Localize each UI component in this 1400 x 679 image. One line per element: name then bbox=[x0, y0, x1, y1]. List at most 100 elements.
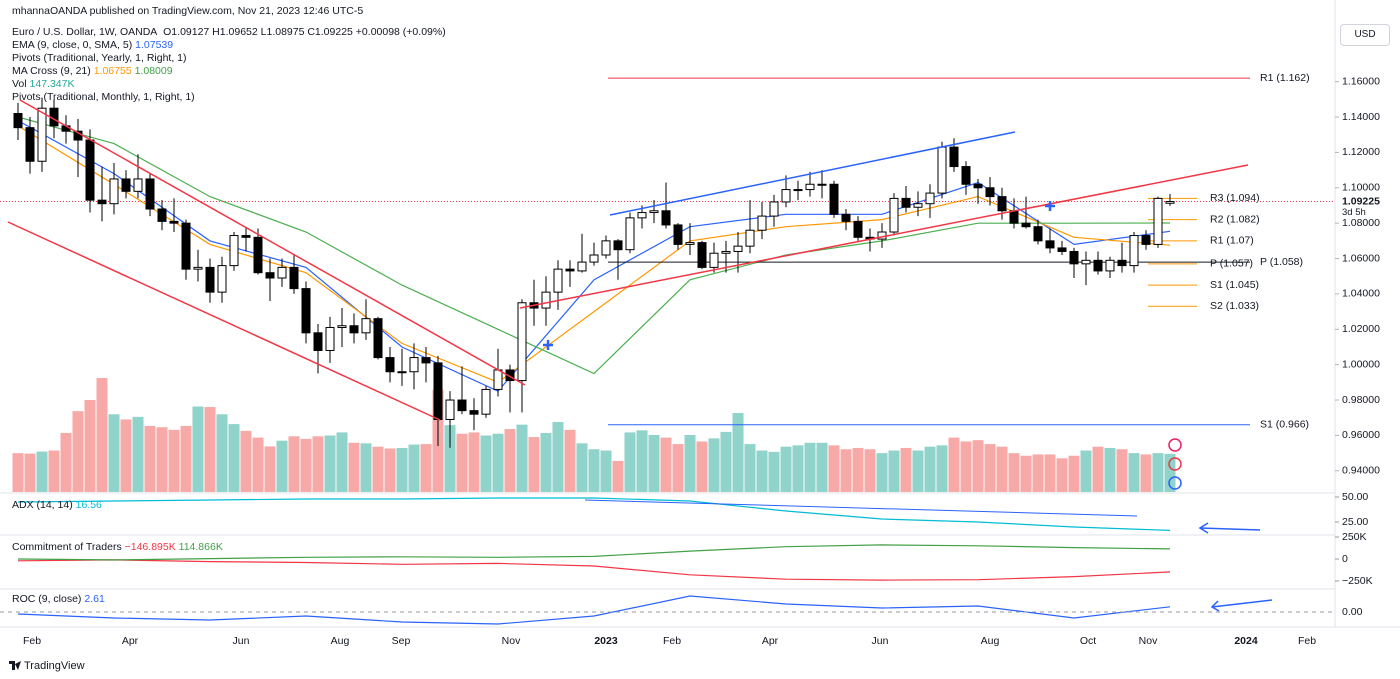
candle-body bbox=[997, 196, 1007, 212]
x-tick-label: Sep bbox=[392, 635, 411, 647]
moving-average bbox=[17, 116, 1171, 375]
volume-bar bbox=[852, 447, 864, 492]
volume-bar bbox=[60, 432, 72, 492]
volume-bar bbox=[696, 441, 708, 492]
volume-bar bbox=[156, 427, 168, 492]
y-tick-label: 1.00000 bbox=[1342, 358, 1380, 370]
candle-body bbox=[829, 183, 839, 215]
legend-row: EMA (9, close, 0, SMA, 5) 1.07539 bbox=[12, 39, 173, 52]
candle-body bbox=[601, 240, 611, 256]
event-icon[interactable] bbox=[1168, 457, 1182, 471]
candle-body bbox=[1069, 250, 1079, 265]
candle-body bbox=[277, 266, 287, 279]
volume-bar bbox=[828, 445, 840, 492]
candle-body bbox=[505, 369, 515, 382]
volume-bar bbox=[672, 444, 684, 492]
candle-body bbox=[457, 399, 467, 412]
volume-bar bbox=[1092, 446, 1104, 492]
candle-body bbox=[553, 268, 563, 293]
adx-line bbox=[17, 497, 1171, 531]
volume-bar bbox=[300, 438, 312, 492]
volume-bar bbox=[360, 443, 372, 492]
candle-body bbox=[769, 201, 779, 217]
x-tick-label: Apr bbox=[122, 635, 139, 647]
candle-body bbox=[1165, 200, 1175, 204]
cot-line bbox=[17, 559, 1171, 581]
axis-layer: 1.16000 1.14000 1.12000 1.10000 1.08000 1.060… bbox=[0, 75, 1380, 647]
candle-body bbox=[685, 242, 695, 245]
volume-bar bbox=[336, 432, 348, 492]
candle-body bbox=[337, 325, 347, 329]
candle-body bbox=[1105, 259, 1115, 272]
candle-body bbox=[301, 288, 311, 334]
countdown-label: 3d 5h bbox=[1342, 207, 1366, 218]
pane-borders bbox=[0, 0, 1400, 628]
volume-bar bbox=[504, 429, 516, 492]
candle-body bbox=[13, 113, 23, 129]
pivot-label: R2 (1.082) bbox=[1210, 213, 1260, 225]
candle-body bbox=[745, 229, 755, 247]
y-tick-label: 1.16000 bbox=[1342, 75, 1380, 87]
candle-body bbox=[1009, 210, 1019, 224]
volume-bar bbox=[648, 435, 660, 492]
candle-body bbox=[1033, 226, 1043, 242]
candle-body bbox=[25, 127, 35, 162]
published-line: mhannaOANDA published on TradingView.com… bbox=[12, 5, 363, 18]
volume-bar bbox=[1044, 454, 1056, 492]
candle-body bbox=[661, 210, 671, 226]
pivot-label: S1 (1.045) bbox=[1210, 279, 1259, 291]
volume-bar bbox=[180, 425, 192, 492]
brand: TradingView bbox=[24, 660, 85, 672]
cot-line bbox=[17, 544, 1171, 561]
x-tick-label: Nov bbox=[1139, 635, 1158, 647]
volume-bar bbox=[936, 445, 948, 492]
volume-bar bbox=[996, 446, 1008, 492]
candle-body bbox=[793, 189, 803, 192]
candle-body bbox=[289, 266, 299, 290]
volume-bar bbox=[72, 411, 84, 492]
legend-row: Pivots (Traditional, Monthly, 1, Right, … bbox=[12, 91, 195, 104]
volume-bar bbox=[456, 433, 468, 492]
volume-bar bbox=[540, 432, 552, 492]
indicator-name: Pivots (Traditional, Yearly, 1, Right, 1… bbox=[12, 52, 187, 64]
y-tick-label: 0.00 bbox=[1342, 606, 1363, 618]
volume-bar bbox=[1104, 447, 1116, 492]
volume-bar bbox=[12, 453, 24, 492]
volume-bar bbox=[24, 453, 36, 492]
candle-body bbox=[817, 183, 827, 186]
y-tick-label: 1.10000 bbox=[1342, 182, 1380, 194]
volume-bar bbox=[1152, 453, 1164, 492]
candle-body bbox=[385, 357, 395, 373]
candle-body bbox=[961, 166, 971, 185]
y-tick-label: 1.14000 bbox=[1342, 111, 1380, 123]
volume-bar bbox=[600, 450, 612, 492]
volume-bar bbox=[780, 446, 792, 492]
signal-marker bbox=[543, 340, 553, 350]
candle-body bbox=[1141, 235, 1151, 245]
candle-body bbox=[517, 302, 527, 382]
brand-logo bbox=[9, 661, 21, 670]
event-icon[interactable] bbox=[1168, 438, 1182, 452]
candle-body bbox=[1045, 240, 1055, 249]
candle-body bbox=[193, 266, 203, 270]
candle-body bbox=[493, 369, 503, 390]
pivot-label: S2 (1.033) bbox=[1210, 300, 1259, 312]
x-tick-label: Jun bbox=[872, 635, 889, 647]
y-tick-label: 1.12000 bbox=[1342, 146, 1380, 158]
volume-bar bbox=[216, 414, 228, 492]
candle-body bbox=[109, 178, 119, 205]
event-icon[interactable] bbox=[1168, 476, 1182, 490]
volume-bar bbox=[924, 446, 936, 492]
volume-bar bbox=[564, 429, 576, 492]
trend-line bbox=[609, 131, 1016, 216]
y-tick-label: 0.94000 bbox=[1342, 465, 1380, 477]
ohlc: O1.09127 H1.09652 L1.08975 C1.09225 +0.0… bbox=[163, 26, 446, 38]
y-tick-label: 25.00 bbox=[1342, 516, 1368, 528]
y-tick-label: 0.96000 bbox=[1342, 429, 1380, 441]
x-tick-label: 2023 bbox=[594, 635, 618, 647]
legend-row: Vol 147.347K bbox=[12, 78, 75, 91]
candle-body bbox=[265, 272, 275, 279]
currency-button[interactable]: USD bbox=[1340, 24, 1390, 46]
legend-row: ROC (9, close) 2.61 bbox=[12, 593, 105, 606]
